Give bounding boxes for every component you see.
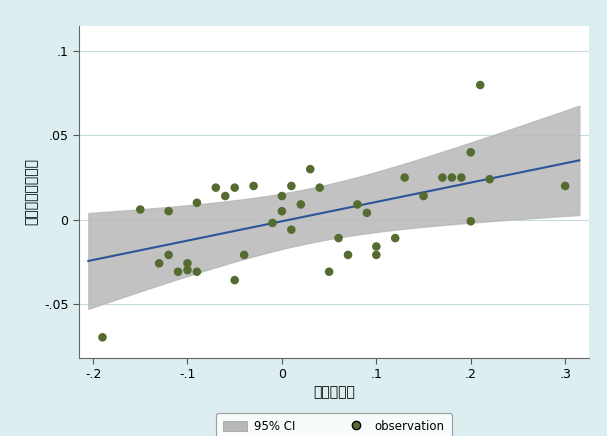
Point — [447, 174, 456, 181]
Point — [135, 206, 145, 213]
Point — [334, 235, 344, 242]
Point — [164, 208, 174, 215]
Y-axis label: 地域間価格差指数: 地域間価格差指数 — [24, 158, 38, 225]
Point — [192, 268, 202, 275]
Point — [305, 166, 315, 173]
Point — [485, 176, 495, 183]
Point — [419, 193, 429, 200]
Point — [362, 209, 371, 216]
Point — [154, 260, 164, 267]
Point — [183, 260, 192, 267]
Point — [456, 174, 466, 181]
Point — [400, 174, 410, 181]
Point — [315, 184, 325, 191]
Point — [192, 199, 202, 206]
Point — [249, 182, 259, 189]
Point — [296, 201, 306, 208]
Point — [183, 266, 192, 273]
Point — [438, 174, 447, 181]
Point — [173, 268, 183, 275]
Point — [164, 252, 174, 259]
Point — [475, 82, 485, 89]
Point — [230, 277, 240, 284]
Point — [220, 193, 230, 200]
Point — [390, 235, 400, 242]
Point — [211, 184, 221, 191]
Point — [277, 193, 287, 200]
Point — [324, 268, 334, 275]
Point — [353, 201, 362, 208]
Point — [466, 218, 476, 225]
Point — [230, 184, 240, 191]
Point — [239, 252, 249, 259]
Point — [287, 226, 296, 233]
Point — [343, 252, 353, 259]
Point — [371, 252, 381, 259]
Point — [98, 334, 107, 341]
Point — [287, 182, 296, 189]
Legend: 95% CI, Fitted values, observation, （都道府県別データ）: 95% CI, Fitted values, observation, （都道府… — [216, 413, 452, 436]
X-axis label: 労働生産性: 労働生産性 — [313, 385, 354, 399]
Point — [466, 149, 476, 156]
Point — [560, 182, 570, 189]
Point — [268, 219, 277, 226]
Point — [371, 243, 381, 250]
Point — [277, 208, 287, 215]
